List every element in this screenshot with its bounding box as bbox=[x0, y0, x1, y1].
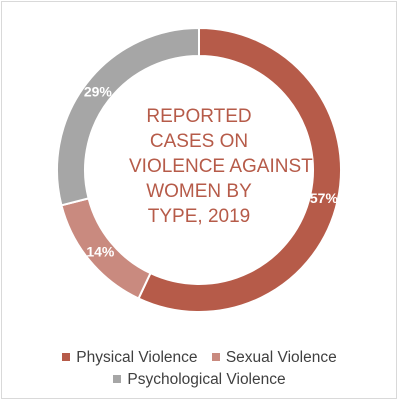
legend-swatch-sexual-violence bbox=[211, 353, 220, 361]
chart-legend: Physical Violence Sexual Violence Psycho… bbox=[0, 347, 399, 391]
slice-label-psychological-violence: 29% bbox=[84, 84, 113, 100]
legend-label-psychological-violence: Psychological Violence bbox=[127, 371, 286, 388]
chart-title-line-5: TYPE, 2019 bbox=[147, 206, 251, 227]
legend-item-physical-violence: Physical Violence bbox=[62, 347, 198, 369]
slice-label-sexual-violence: 14% bbox=[86, 244, 115, 260]
legend-swatch-physical-violence bbox=[62, 353, 71, 361]
slice-label-physical-violence: 57% bbox=[310, 190, 339, 206]
slice-psychological-violence bbox=[56, 26, 200, 207]
chart-title-line-4: WOMEN BY bbox=[146, 181, 252, 202]
legend-label-physical-violence: Physical Violence bbox=[76, 349, 198, 366]
legend-label-sexual-violence: Sexual Violence bbox=[225, 349, 337, 366]
chart-title-line-1: REPORTED bbox=[146, 106, 252, 127]
legend-item-sexual-violence: Sexual Violence bbox=[211, 347, 337, 369]
slice-physical-violence bbox=[137, 26, 342, 313]
legend-swatch-psychological-violence bbox=[113, 375, 122, 383]
chart-title-line-3: VIOLENCE AGAINST bbox=[129, 156, 313, 177]
donut-slices bbox=[56, 26, 342, 313]
chart-title-line-2: CASES ON bbox=[149, 131, 249, 152]
chart-title: REPORTED CASES ON VIOLENCE AGAINST WOMEN… bbox=[129, 104, 313, 229]
legend-item-psychological-violence: Psychological Violence bbox=[113, 369, 286, 391]
slice-labels: 57% 14% 29% bbox=[84, 84, 339, 260]
